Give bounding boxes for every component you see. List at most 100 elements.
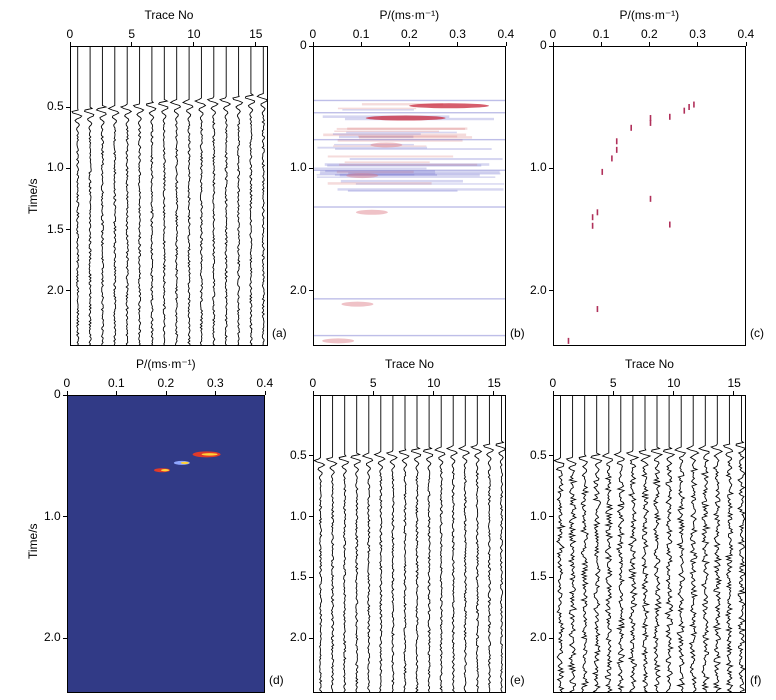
trace-line xyxy=(107,47,120,345)
x-tick-mark xyxy=(505,42,507,46)
x-tick-label: 0.4 xyxy=(737,27,755,41)
panel-label: (c) xyxy=(750,326,764,340)
y-tick-label: 2.0 xyxy=(44,630,61,645)
y-tick-mark xyxy=(66,229,70,231)
plot-svg xyxy=(567,101,695,344)
y-tick-mark xyxy=(63,637,67,639)
x-tick-mark xyxy=(165,391,167,395)
trace-line xyxy=(710,396,724,692)
sparse-point xyxy=(669,113,671,120)
energy-band xyxy=(339,163,478,166)
plot-area xyxy=(70,46,268,346)
energy-band xyxy=(316,174,415,176)
y-axis-label-top: Time/s xyxy=(26,178,40,214)
energy-band xyxy=(323,133,467,137)
energy-band xyxy=(332,133,421,135)
trace-line xyxy=(457,396,471,692)
energy-band xyxy=(336,127,466,130)
energy-band xyxy=(314,206,505,208)
x-tick-label: 0.4 xyxy=(256,376,274,390)
energy-peak xyxy=(180,461,189,465)
panel-label: (e) xyxy=(510,673,525,687)
sparse-point xyxy=(683,107,686,114)
trace-line xyxy=(735,396,745,692)
x-tick-mark xyxy=(612,391,614,395)
x-tick-label: 0.2 xyxy=(157,376,175,390)
x-axis-title: P/(ms·m⁻¹) xyxy=(379,8,440,22)
x-tick-label: 0 xyxy=(549,376,557,390)
energy-band xyxy=(334,174,438,176)
energy-band xyxy=(340,179,463,183)
trace-line xyxy=(697,396,711,692)
trace-line xyxy=(132,47,145,345)
x-tick-label: 5 xyxy=(128,27,136,41)
x-tick-label: 0.1 xyxy=(108,376,125,390)
x-tick-mark xyxy=(745,42,747,46)
plot-svg xyxy=(554,396,745,692)
energy-peak xyxy=(201,453,218,456)
x-tick-mark xyxy=(433,391,435,395)
x-axis-title: Trace No xyxy=(625,357,674,371)
panel-label: (b) xyxy=(510,326,525,340)
x-tick-label: 15 xyxy=(727,376,741,390)
y-tick-label: 2.0 xyxy=(47,282,64,297)
x-tick-label: 0 xyxy=(309,376,317,390)
x-axis-title: P/(ms·m⁻¹) xyxy=(136,357,196,371)
energy-band xyxy=(314,138,505,141)
trace-line xyxy=(373,396,386,692)
trace-line xyxy=(181,47,194,345)
trace-line xyxy=(385,396,398,692)
x-tick-label: 0.1 xyxy=(352,27,370,41)
y-tick-mark xyxy=(66,290,70,292)
sparse-point xyxy=(649,115,652,122)
x-tick-label: 0.2 xyxy=(401,27,418,41)
x-tick-mark xyxy=(116,391,117,395)
trace-line xyxy=(350,396,361,692)
x-tick-mark xyxy=(552,42,554,46)
energy-band xyxy=(333,145,427,147)
y-tick-label: 0 xyxy=(54,387,61,401)
energy-band xyxy=(334,130,440,133)
y-tick-label: 1.0 xyxy=(290,160,307,175)
x-tick-label: 0 xyxy=(549,27,557,41)
x-tick-label: 5 xyxy=(609,376,617,390)
trace-line xyxy=(398,396,410,692)
trace-line xyxy=(554,396,566,692)
x-tick-mark xyxy=(673,391,675,395)
x-tick-label: 0.3 xyxy=(207,376,224,390)
plot-area xyxy=(313,46,506,346)
y-tick-mark xyxy=(309,45,313,47)
trace-line xyxy=(244,47,256,345)
y-axis-label-bottom: Time/s xyxy=(26,523,40,559)
x-tick-label: 10 xyxy=(187,27,201,41)
trace-line xyxy=(84,47,95,345)
plot-area xyxy=(553,46,746,346)
energy-band xyxy=(355,183,505,185)
sparse-point xyxy=(611,155,613,162)
x-tick-label: 0.2 xyxy=(641,27,658,41)
sparse-point xyxy=(649,195,652,202)
energy-band xyxy=(319,172,501,175)
x-axis-title: Trace No xyxy=(144,8,194,22)
y-tick-label: 0.5 xyxy=(47,99,64,114)
x-tick-mark xyxy=(264,391,266,395)
trace-line xyxy=(495,396,505,692)
y-tick-mark xyxy=(309,516,313,518)
trace-line xyxy=(722,396,735,692)
energy-band xyxy=(348,172,436,175)
x-tick-label: 0.1 xyxy=(592,27,610,41)
trace-line xyxy=(601,396,614,692)
y-tick-label: 0.5 xyxy=(290,447,307,462)
y-tick-label: 0.5 xyxy=(530,447,547,462)
energy-band xyxy=(338,135,414,139)
plot-svg xyxy=(314,396,505,692)
trace-line xyxy=(685,396,700,692)
y-tick-mark xyxy=(66,106,70,108)
trace-line xyxy=(219,47,232,345)
energy-band xyxy=(339,173,480,177)
energy-band xyxy=(349,158,503,161)
x-tick-label: 0.3 xyxy=(689,27,706,41)
x-tick-label: 5 xyxy=(369,376,377,390)
trace-line xyxy=(662,396,676,692)
x-axis-title: P/(ms·m⁻¹) xyxy=(619,8,680,22)
